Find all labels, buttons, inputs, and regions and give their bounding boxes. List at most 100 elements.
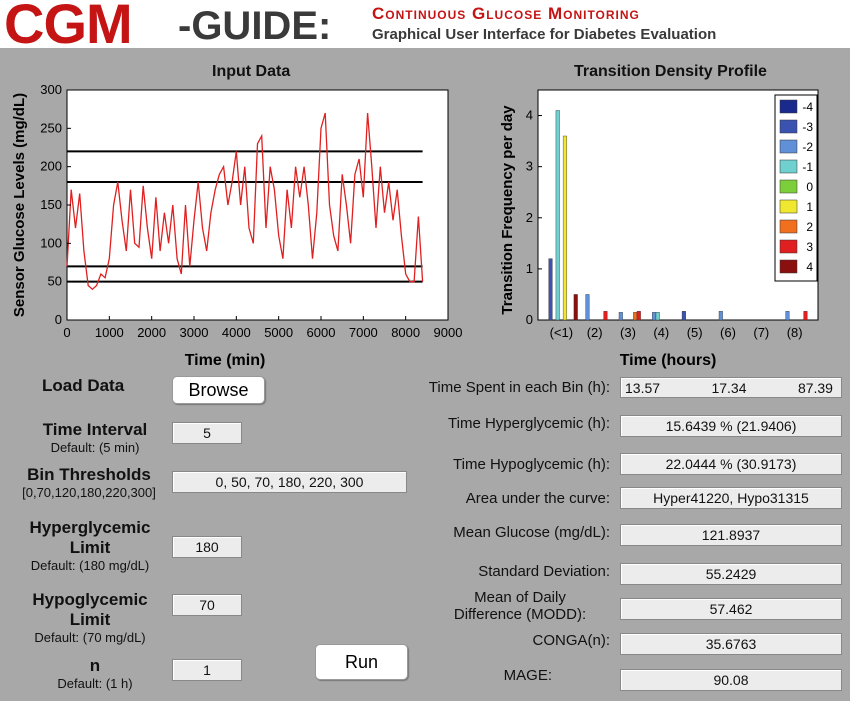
time-interval-field[interactable]: 5: [172, 422, 242, 444]
input-data-chart: 0 1000 2000 3000 4000 5000 6000 7000 8000 9000 0 5…: [11, 82, 463, 369]
density-chart-title: Transition Density Profile: [574, 63, 767, 80]
time-interval-label: Time Interval: [42, 420, 148, 439]
header-subtitle-1: Continuous Glucose Monitoring: [372, 4, 640, 23]
legend-label: 3: [806, 240, 813, 254]
y-tick-label: 1: [526, 261, 533, 276]
modd-label-block: Mean of Daily Difference (MODD):: [430, 589, 610, 623]
n-field[interactable]: 1: [172, 659, 242, 681]
input-y-label: Sensor Glucose Levels (mg/dL): [11, 93, 28, 317]
y-tick-label: 200: [40, 159, 62, 174]
y-tick-label: 100: [40, 235, 62, 250]
legend-label: 0: [806, 180, 813, 194]
x-tick-label: 1000: [95, 325, 124, 340]
y-tick-label: 150: [40, 197, 62, 212]
density-plot-area: [537, 89, 819, 321]
transition-bar: [573, 294, 578, 321]
time-interval-default: Default: (5 min): [50, 440, 140, 455]
header-subtitle-2: Graphical User Interface for Diabetes Ev…: [372, 26, 717, 43]
time-hypo-field: 22.0444 % (30.9173): [620, 453, 842, 475]
input-x-label: Time (min): [185, 352, 266, 369]
x-tick-label: 8000: [391, 325, 420, 340]
transition-density-chart: (<1) (2) (3) (4) (5) (6) (7) (8) 0 1 2 3 4 -4 -3 -2 -1…: [499, 89, 819, 369]
time-bin-value-1: 13.57: [625, 379, 661, 396]
x-tick-label: (<1): [550, 325, 573, 340]
n-label-block: n Default: (1 h): [20, 656, 170, 691]
x-tick-label: 4000: [222, 325, 251, 340]
legend-swatch: [779, 239, 798, 254]
x-tick-label: (3): [620, 325, 636, 340]
y-tick-label: 50: [48, 274, 62, 289]
bin-thresholds-label-block: Bin Thresholds [0,70,120,180,220,300]: [4, 465, 174, 500]
legend-swatch: [779, 179, 798, 194]
transition-bar: [603, 311, 608, 321]
x-tick-label: (8): [787, 325, 803, 340]
std-dev-label: Standard Deviation:: [478, 563, 610, 580]
transition-bar: [718, 311, 723, 321]
time-interval-label-block: Time Interval Default: (5 min): [20, 420, 170, 455]
x-tick-label: (5): [687, 325, 703, 340]
bin-thresholds-default: [0,70,120,180,220,300]: [22, 485, 156, 500]
legend-swatch: [779, 219, 798, 234]
n-label: n: [89, 656, 101, 675]
legend-label: -3: [802, 120, 813, 134]
legend-swatch: [779, 119, 798, 134]
legend-swatch: [779, 99, 798, 114]
hyper-limit-label-block: Hyperglycemic Limit Default: (180 mg/dL): [10, 518, 170, 573]
std-dev-field: 55.2429: [620, 563, 842, 585]
transition-bar: [636, 311, 641, 321]
y-tick-label: 0: [55, 312, 62, 327]
transition-bar: [548, 258, 553, 321]
density-y-label: Transition Frequency per day: [499, 105, 516, 315]
legend-label: 1: [806, 200, 813, 214]
density-x-label: Time (hours): [620, 352, 717, 369]
x-tick-label: 9000: [434, 325, 463, 340]
mage-field: 90.08: [620, 669, 842, 691]
transition-bar: [652, 312, 657, 321]
n-default: Default: (1 h): [57, 676, 133, 691]
modd-field: 57.462: [620, 598, 842, 620]
hyper-limit-label-2: Limit: [69, 538, 111, 557]
x-tick-label: 7000: [349, 325, 378, 340]
hypo-limit-label-block: Hypoglycemic Limit Default: (70 mg/dL): [10, 590, 170, 645]
transition-bar: [618, 312, 623, 321]
bin-thresholds-field[interactable]: 0, 50, 70, 180, 220, 300: [172, 471, 407, 493]
hypo-limit-field[interactable]: 70: [172, 594, 242, 616]
x-tick-label: 5000: [264, 325, 293, 340]
hyper-limit-field[interactable]: 180: [172, 536, 242, 558]
logo-guide: -GUIDE:: [178, 4, 332, 48]
legend-label: -2: [802, 140, 813, 154]
legend-label: -4: [802, 100, 813, 114]
x-tick-label: 0: [63, 325, 70, 340]
mean-glucose-label: Mean Glucose (mg/dL):: [453, 524, 610, 541]
logo-cgm: CGM: [4, 0, 133, 55]
mage-label: MAGE:: [503, 667, 552, 684]
x-tick-label: 3000: [180, 325, 209, 340]
legend-label: 2: [806, 220, 813, 234]
y-tick-label: 2: [526, 210, 533, 225]
modd-label-1: Mean of Daily: [474, 589, 566, 606]
legend-swatch: [779, 199, 798, 214]
time-hyper-field: 15.6439 % (21.9406): [620, 415, 842, 437]
x-tick-label: (2): [587, 325, 603, 340]
y-tick-label: 3: [526, 159, 533, 174]
hypo-limit-label-2: Limit: [69, 610, 111, 629]
y-tick-label: 300: [40, 82, 62, 97]
hyper-limit-default: Default: (180 mg/dL): [30, 558, 150, 573]
mean-glucose-field: 121.8937: [620, 524, 842, 546]
input-chart-title: Input Data: [212, 63, 291, 80]
time-hyper-label: Time Hyperglycemic (h):: [448, 415, 610, 432]
x-tick-label: (4): [653, 325, 669, 340]
time-bin-value-3: 87.39: [797, 379, 833, 396]
legend-label: -1: [802, 160, 813, 174]
transition-bar: [633, 312, 638, 321]
y-tick-label: 4: [526, 108, 533, 123]
time-hypo-label: Time Hypoglycemic (h):: [453, 456, 610, 473]
time-bins-field: 13.57 17.34 87.39: [620, 377, 842, 398]
x-tick-label: 2000: [137, 325, 166, 340]
y-tick-label: 250: [40, 120, 62, 135]
browse-button[interactable]: Browse: [172, 376, 265, 404]
run-button[interactable]: Run: [315, 644, 408, 680]
transition-bar: [555, 110, 560, 321]
transition-bar: [681, 311, 686, 321]
legend-swatch: [779, 159, 798, 174]
